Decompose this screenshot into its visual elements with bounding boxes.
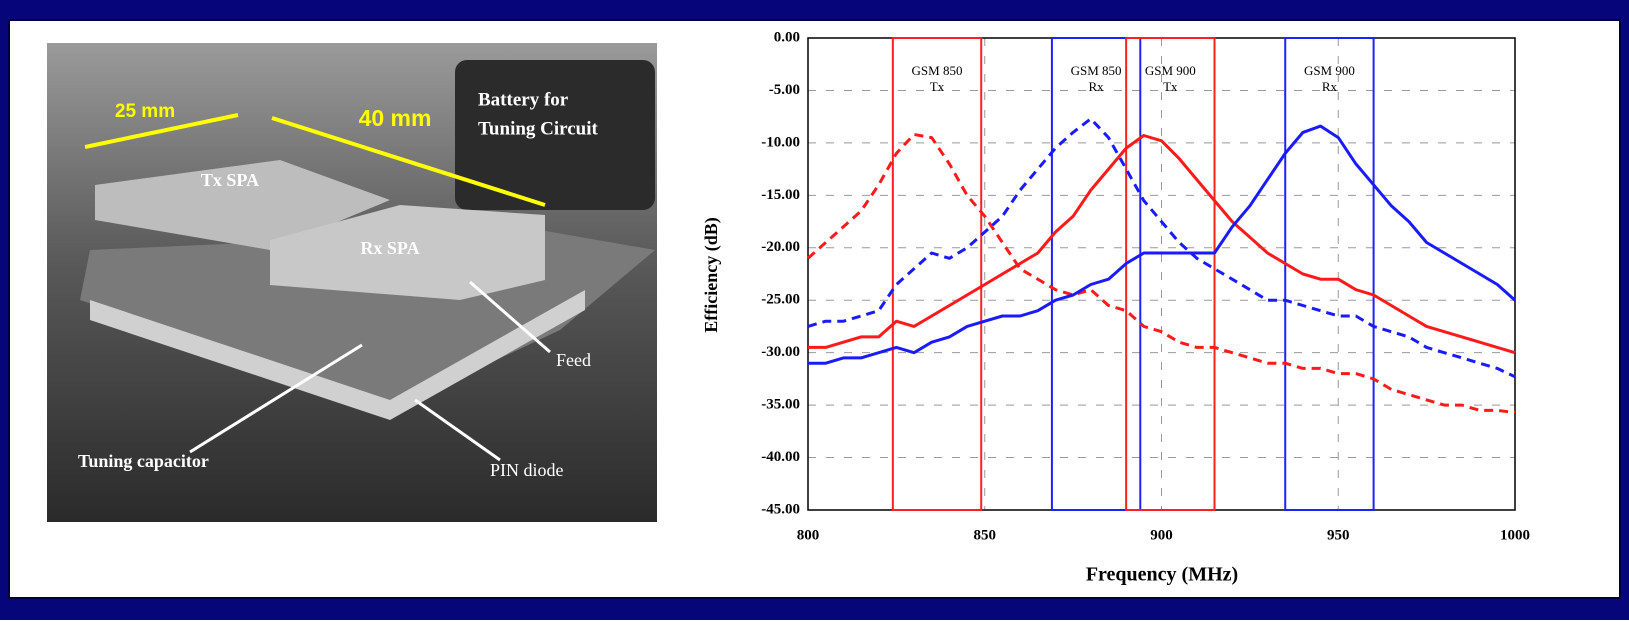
y-tick-label: -45.00: [761, 501, 800, 517]
board-edge: [90, 290, 585, 420]
dimension-label: 25 mm: [115, 101, 175, 122]
y-tick-label: -40.00: [761, 449, 800, 465]
band-label: Rx: [1322, 79, 1338, 94]
photo-label: Battery for: [478, 89, 569, 110]
series-line: [807, 117, 1516, 379]
x-tick-label: 900: [1150, 527, 1173, 543]
pointer-arrow: [469, 280, 551, 354]
y-tick-label: -15.00: [761, 187, 800, 203]
band-label: GSM 850: [912, 63, 963, 78]
pointer-arrow: [189, 343, 363, 454]
x-tick-label: 950: [1327, 527, 1350, 543]
photo-label: Tx SPA: [201, 170, 259, 190]
y-axis-label: Efficiency (dB): [701, 217, 722, 332]
band-label: GSM 900: [1304, 63, 1355, 78]
y-tick-label: -20.00: [761, 239, 800, 255]
photo: 25 mm 40 mm Battery for Tuning Circuit T…: [47, 43, 657, 522]
series-line: [807, 133, 1516, 414]
band-label: Tx: [1163, 79, 1178, 94]
y-tick-label: -30.00: [761, 344, 800, 360]
series-line: [808, 134, 1516, 355]
frequency-band: [891, 37, 983, 511]
y-tick-label: -25.00: [761, 292, 800, 308]
frequency-band: [1284, 37, 1375, 511]
dimension-arrow: [271, 116, 546, 207]
photo-label: Rx SPA: [360, 238, 419, 258]
band-label: GSM 850: [1071, 63, 1122, 78]
tx-spa: [95, 160, 390, 250]
x-tick-label: 850: [974, 527, 997, 543]
photo-label: PIN diode: [490, 460, 564, 480]
x-axis-label: Frequency (MHz): [1086, 564, 1238, 586]
x-tick-label: 1000: [1500, 527, 1530, 543]
photo-label: Tuning capacitor: [78, 451, 209, 471]
frequency-band: [1125, 37, 1216, 511]
pointer-arrow: [414, 398, 501, 462]
dimension-arrow: [84, 113, 239, 149]
y-tick-label: -35.00: [761, 397, 800, 413]
band-label: Rx: [1089, 79, 1105, 94]
battery: [455, 60, 655, 210]
x-tick-label: 800: [797, 527, 820, 543]
dimension-label: 40 mm: [359, 105, 432, 131]
series-line: [808, 124, 1516, 365]
band-label: GSM 900: [1145, 63, 1196, 78]
photo-label: Feed: [556, 350, 591, 370]
band-label: Tx: [930, 79, 945, 94]
y-tick-label: -10.00: [761, 134, 800, 150]
y-tick-label: -5.00: [769, 82, 800, 98]
y-tick-label: 0.00: [774, 29, 800, 45]
photo-label: Tuning Circuit: [478, 118, 599, 139]
rx-spa: [270, 205, 545, 300]
frequency-band: [1050, 37, 1142, 511]
